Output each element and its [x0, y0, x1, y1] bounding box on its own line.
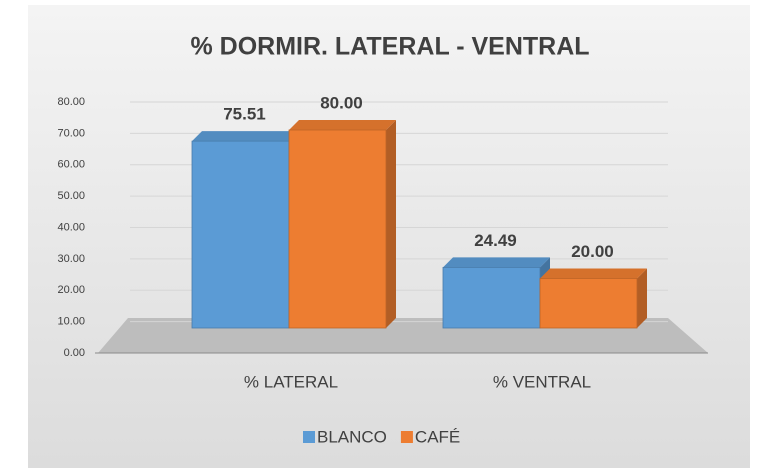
bar	[288, 129, 387, 329]
bar-side	[637, 268, 647, 328]
x-tick-label: % LATERAL	[244, 372, 338, 391]
bar	[191, 140, 290, 329]
bar-top	[443, 257, 550, 268]
y-tick-label: 0.00	[64, 347, 85, 359]
bar-top	[540, 268, 647, 279]
value-label: 80.00	[320, 93, 363, 112]
bar	[442, 266, 541, 329]
y-tick-label: 30.00	[57, 253, 85, 265]
y-tick-label: 60.00	[57, 159, 85, 171]
legend-swatch	[400, 431, 413, 443]
bar-top	[289, 120, 396, 130]
legend-label: BLANCO	[317, 427, 387, 446]
y-tick-label: 20.00	[57, 284, 85, 296]
bar-top	[192, 131, 299, 142]
chart-title: % DORMIR. LATERAL - VENTRAL	[190, 33, 589, 61]
y-tick-label: 70.00	[57, 127, 85, 139]
legend-swatch	[303, 431, 315, 443]
y-tick-label: 40.00	[57, 221, 85, 233]
value-label: 20.00	[571, 242, 614, 261]
bar-side	[386, 120, 396, 328]
y-tick-label: 50.00	[57, 190, 85, 202]
bar	[539, 278, 638, 329]
value-label: 75.51	[223, 105, 266, 124]
value-label: 24.49	[474, 231, 517, 250]
x-tick-label: % VENTRAL	[493, 372, 591, 391]
y-tick-label: 10.00	[57, 316, 85, 328]
y-tick-label: 80.00	[57, 96, 85, 108]
legend-label: CAFÉ	[415, 427, 460, 446]
